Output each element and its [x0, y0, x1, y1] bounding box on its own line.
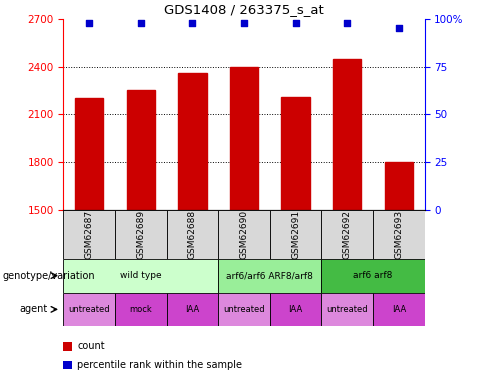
Bar [63, 259, 218, 292]
Text: GSM62690: GSM62690 [240, 210, 248, 259]
Bar [373, 210, 425, 259]
Text: untreated: untreated [223, 305, 265, 314]
Text: percentile rank within the sample: percentile rank within the sample [77, 360, 242, 370]
Bar [322, 210, 373, 259]
Bar [333, 58, 362, 210]
Point [343, 20, 351, 26]
Bar [385, 162, 413, 210]
Bar [115, 292, 166, 326]
Bar [270, 210, 322, 259]
Point [85, 20, 93, 26]
Bar [218, 292, 270, 326]
Bar [166, 292, 218, 326]
Text: count: count [77, 341, 105, 351]
Text: wild type: wild type [120, 271, 162, 280]
Point [395, 26, 403, 32]
Bar [322, 259, 425, 292]
Text: untreated: untreated [326, 305, 368, 314]
Bar [63, 210, 115, 259]
Text: GSM62691: GSM62691 [291, 210, 300, 259]
Text: genotype/variation: genotype/variation [2, 271, 95, 280]
Bar [75, 98, 103, 210]
Text: IAA: IAA [185, 305, 200, 314]
Bar [63, 361, 72, 369]
Text: mock: mock [129, 305, 152, 314]
Text: untreated: untreated [68, 305, 110, 314]
Bar [230, 66, 258, 210]
Point [188, 20, 196, 26]
Bar [127, 90, 155, 210]
Text: GSM62692: GSM62692 [343, 210, 352, 259]
Text: arf6/arf6 ARF8/arf8: arf6/arf6 ARF8/arf8 [226, 271, 313, 280]
Bar [63, 342, 72, 351]
Bar [322, 292, 373, 326]
Bar [218, 259, 322, 292]
Bar [115, 210, 166, 259]
Text: IAA: IAA [288, 305, 303, 314]
Bar [270, 292, 322, 326]
Text: arf6 arf8: arf6 arf8 [353, 271, 393, 280]
Point [137, 20, 145, 26]
Point [292, 20, 300, 26]
Text: agent: agent [20, 304, 48, 314]
Bar [63, 292, 115, 326]
Text: IAA: IAA [392, 305, 406, 314]
Bar [218, 210, 270, 259]
Bar [166, 210, 218, 259]
Bar [178, 73, 206, 210]
Title: GDS1408 / 263375_s_at: GDS1408 / 263375_s_at [164, 3, 324, 16]
Point [240, 20, 248, 26]
Bar [282, 97, 310, 210]
Text: GSM62693: GSM62693 [394, 210, 403, 259]
Text: GSM62689: GSM62689 [136, 210, 145, 259]
Bar [373, 292, 425, 326]
Text: GSM62687: GSM62687 [85, 210, 94, 259]
Text: GSM62688: GSM62688 [188, 210, 197, 259]
